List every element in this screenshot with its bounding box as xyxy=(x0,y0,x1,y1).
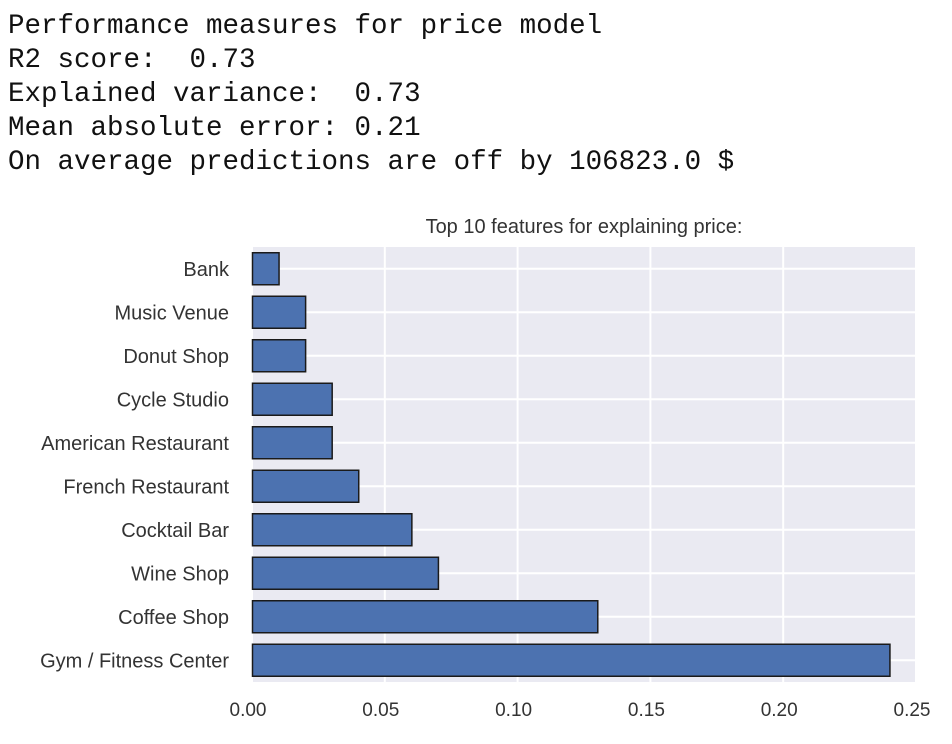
category-label: Coffee Shop xyxy=(118,607,229,629)
r2-score-line: R2 score: 0.73 xyxy=(8,45,256,76)
category-label: French Restaurant xyxy=(63,476,229,498)
chart-title: Top 10 features for explaining price: xyxy=(426,216,743,238)
bar-gym-fitness-center xyxy=(251,643,891,677)
bar-french-restaurant xyxy=(251,469,360,503)
x-tick-label: 0.10 xyxy=(495,700,532,721)
explained-variance-line: Explained variance: 0.73 xyxy=(8,79,421,110)
bar-donut-shop xyxy=(251,339,307,373)
x-tick-label: 0.05 xyxy=(362,700,399,721)
mean-absolute-error-line: Mean absolute error: 0.21 xyxy=(8,113,421,144)
bar-cocktail-bar xyxy=(251,513,413,547)
bar-wine-shop xyxy=(251,556,440,590)
x-tick-label: 0.25 xyxy=(894,700,931,721)
category-label: Wine Shop xyxy=(131,563,229,585)
category-label: Cycle Studio xyxy=(117,389,229,411)
chart-svg: Top 10 features for explaining price: Gy… xyxy=(40,216,931,721)
category-label: Donut Shop xyxy=(123,346,229,368)
category-label: Music Venue xyxy=(114,302,229,324)
x-tick-label: 0.00 xyxy=(230,700,267,721)
bar-bank xyxy=(251,252,280,286)
bar-coffee-shop xyxy=(251,600,599,634)
category-labels: Gym / Fitness Center Coffee Shop Wine Shop… xyxy=(40,259,230,673)
category-label: Bank xyxy=(183,259,230,281)
feature-importance-chart: Top 10 features for explaining price: Gy… xyxy=(0,200,952,744)
bar-cycle-studio xyxy=(251,382,333,416)
bar-american-restaurant xyxy=(251,426,333,460)
model-metrics-output: Performance measures for price model R2 s… xyxy=(8,10,734,180)
category-label: Cocktail Bar xyxy=(121,520,229,542)
bars xyxy=(251,252,891,677)
output-title-line: Performance measures for price model xyxy=(8,11,603,42)
x-tick-labels: 0.00 0.05 0.10 0.15 0.20 0.25 xyxy=(230,700,931,721)
category-label: Gym / Fitness Center xyxy=(40,650,229,672)
average-error-line: On average predictions are off by 106823… xyxy=(8,147,735,178)
category-label: American Restaurant xyxy=(41,433,229,455)
x-tick-label: 0.20 xyxy=(761,700,798,721)
bar-music-venue xyxy=(251,295,307,329)
x-tick-label: 0.15 xyxy=(628,700,665,721)
